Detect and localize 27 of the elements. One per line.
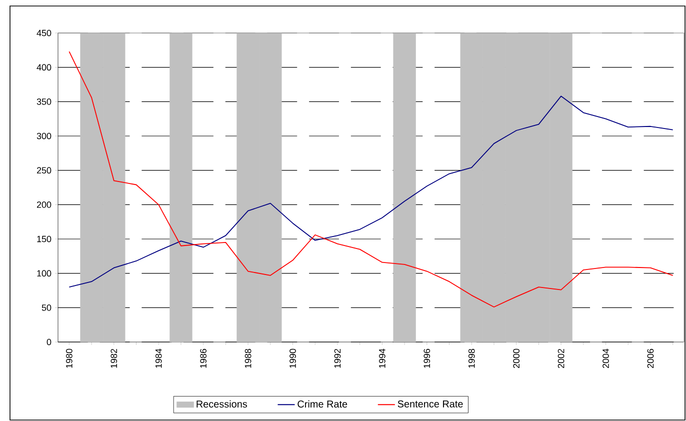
y-tick-label: 50 bbox=[42, 304, 52, 311]
x-tick-label: 2002 bbox=[558, 348, 564, 368]
x-tick-label: 2004 bbox=[602, 348, 609, 368]
y-tick-label: 0 bbox=[46, 338, 52, 346]
x-tick-label: 1996 bbox=[424, 348, 430, 368]
x-tick-label: 2006 bbox=[647, 348, 654, 368]
legend-label: Recessions bbox=[196, 400, 248, 408]
x-tick-label: 1986 bbox=[200, 348, 207, 368]
y-tick-label: 400 bbox=[36, 64, 52, 71]
x-tick-label: 2000 bbox=[513, 348, 520, 368]
x-tick-label: 1982 bbox=[110, 348, 118, 368]
legend-label: Sentence Rate bbox=[398, 400, 463, 408]
x-tick-label: 1988 bbox=[244, 348, 252, 368]
x-tick-label: 1990 bbox=[290, 348, 296, 368]
x-tick-label: 1992 bbox=[334, 348, 341, 368]
y-tick-label: 350 bbox=[36, 98, 52, 105]
legend-label: Crime Rate bbox=[298, 400, 348, 408]
y-tick-label: 200 bbox=[36, 201, 52, 208]
y-tick-label: 150 bbox=[37, 236, 52, 242]
y-tick-label: 300 bbox=[36, 132, 52, 140]
x-tick-label: 1984 bbox=[155, 348, 162, 368]
x-tick-label: 1994 bbox=[379, 348, 386, 368]
x-tick-label: 1980 bbox=[66, 348, 72, 368]
x-tick-label: 1998 bbox=[468, 348, 475, 368]
y-tick-label: 450 bbox=[36, 30, 52, 36]
y-tick-label: 100 bbox=[37, 270, 52, 277]
y-tick-label: 250 bbox=[36, 167, 52, 174]
